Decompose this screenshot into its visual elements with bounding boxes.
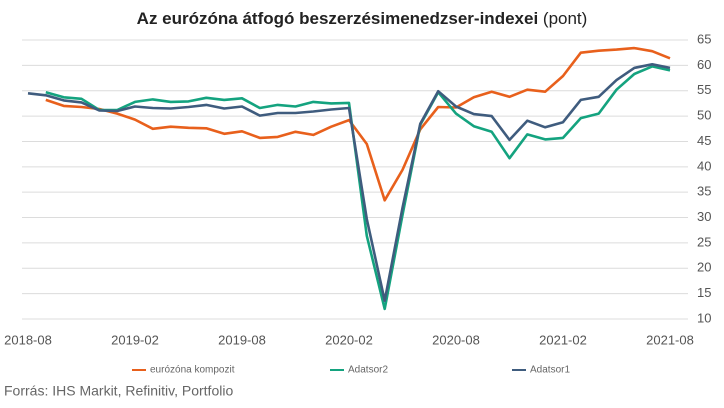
y-tick-label: 10 (697, 310, 711, 325)
x-tick-label: 2021-08 (646, 332, 694, 347)
y-tick-label: 50 (697, 108, 711, 123)
y-tick-label: 20 (697, 260, 711, 275)
legend-label: Adatsor2 (348, 365, 388, 376)
title-main: Az eurózóna átfogó beszerzésimenedzser-i… (137, 9, 539, 28)
y-tick-label: 35 (697, 184, 711, 199)
series-line (45, 65, 671, 311)
series-line (45, 46, 671, 202)
title-unit: (pont) (543, 9, 587, 28)
y-tick-label: 15 (697, 285, 711, 300)
y-tick-label: 55 (697, 82, 711, 97)
y-tick-label: 25 (697, 234, 711, 249)
x-tick-label: 2020-02 (325, 332, 373, 347)
y-tick-label: 65 (697, 31, 711, 46)
x-tick-label: 2020-08 (432, 332, 480, 347)
y-tick-label: 60 (697, 57, 711, 72)
chart-title: Az eurózóna átfogó beszerzésimenedzser-i… (137, 9, 588, 28)
y-tick-label: 45 (697, 133, 711, 148)
series-line (27, 63, 671, 302)
legend-label: eurózóna kompozit (150, 365, 235, 376)
legend-label: Adatsor1 (530, 365, 570, 376)
x-tick-label: 2021-02 (539, 332, 587, 347)
y-tick-label: 30 (697, 209, 711, 224)
source-note: Forrás: IHS Markit, Refinitiv, Portfolio (4, 383, 233, 399)
x-tick-label: 2018-08 (4, 332, 52, 347)
x-tick-label: 2019-08 (218, 332, 266, 347)
x-tick-label: 2019-02 (111, 332, 159, 347)
y-tick-label: 40 (697, 158, 711, 173)
